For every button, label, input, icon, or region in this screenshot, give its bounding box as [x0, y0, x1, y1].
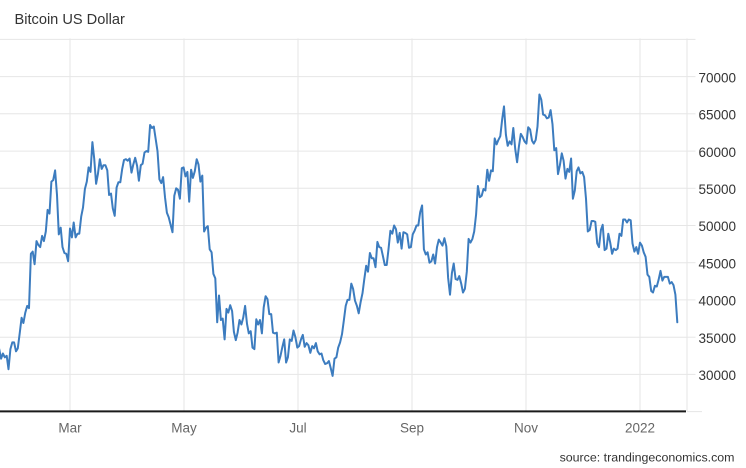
svg-text:May: May	[171, 421, 197, 436]
svg-text:60000: 60000	[699, 145, 737, 160]
svg-text:Sep: Sep	[400, 421, 424, 436]
svg-text:55000: 55000	[699, 182, 737, 197]
svg-text:Mar: Mar	[58, 421, 82, 436]
svg-text:source: trandingeconomics.com: source: trandingeconomics.com	[560, 451, 735, 465]
svg-text:40000: 40000	[699, 294, 737, 309]
svg-text:45000: 45000	[699, 256, 737, 271]
svg-text:65000: 65000	[699, 108, 737, 123]
svg-text:35000: 35000	[699, 331, 737, 346]
svg-text:50000: 50000	[699, 219, 737, 234]
svg-text:2022: 2022	[625, 421, 655, 436]
svg-text:30000: 30000	[699, 368, 737, 383]
svg-text:Nov: Nov	[514, 421, 538, 436]
svg-text:70000: 70000	[699, 70, 737, 85]
svg-text:Jul: Jul	[289, 421, 306, 436]
svg-text:Bitcoin US Dollar: Bitcoin US Dollar	[15, 12, 125, 28]
